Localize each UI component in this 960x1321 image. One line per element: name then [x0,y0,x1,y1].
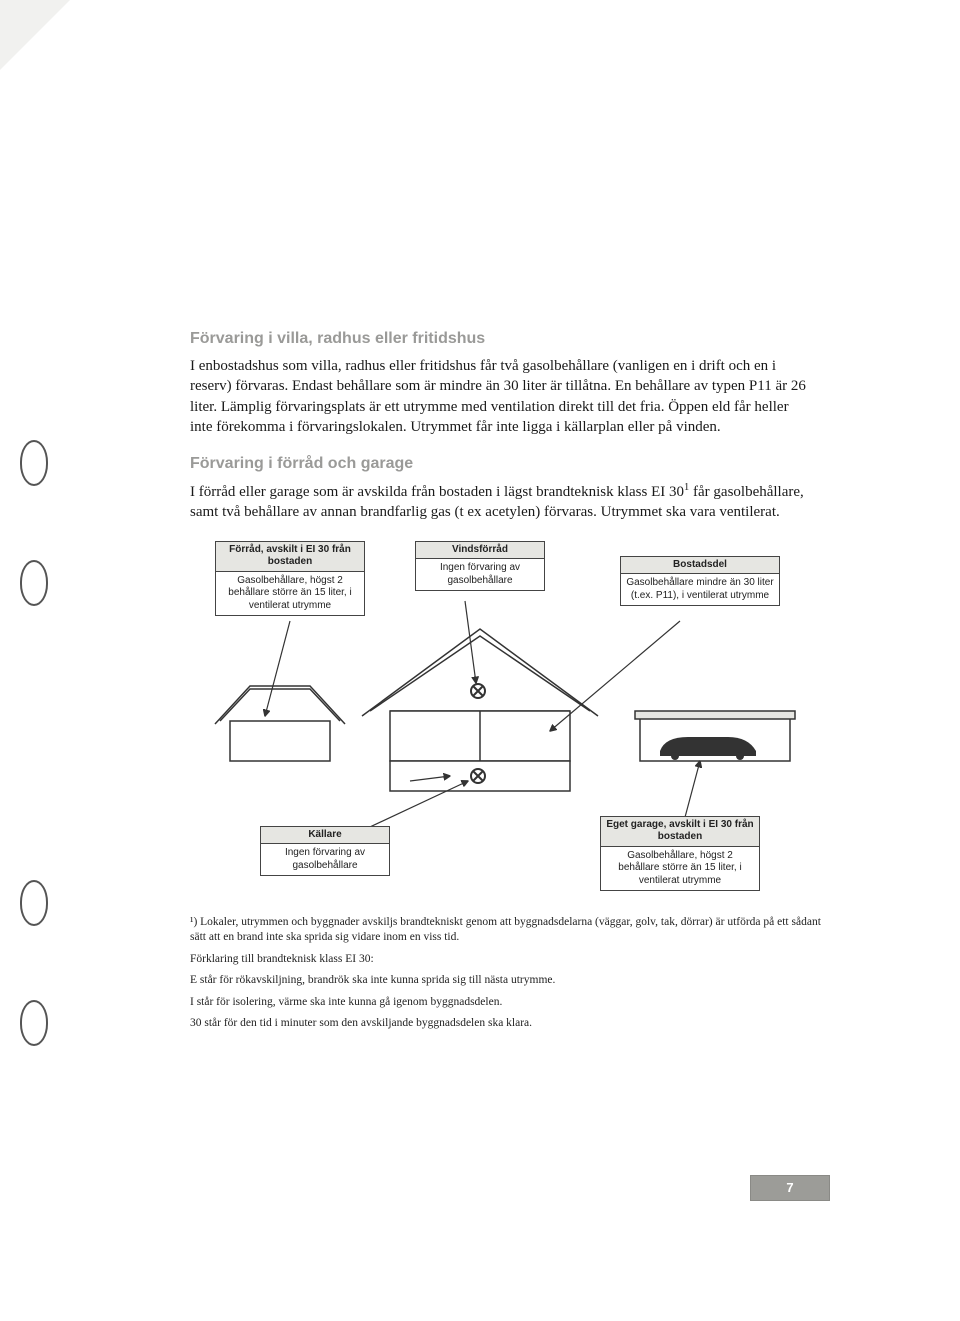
label-body: Ingen förvaring av gasolbehållare [285,847,365,871]
label-title: Vindsförråd [416,542,544,560]
section-heading: Förvaring i villa, radhus eller fritidsh… [190,330,810,348]
diagram-label-vind: Vindsförråd Ingen förvaring av gasolbehå… [415,541,545,592]
label-title: Källare [261,827,389,845]
body-text: I förråd eller garage som är avskilda fr… [190,484,684,500]
label-title: Förråd, avskilt i EI 30 från bostaden [216,542,364,572]
footnotes: ¹) Lokaler, utrymmen och byggnader avski… [190,915,830,1032]
footnote-line: ¹) Lokaler, utrymmen och byggnader avski… [190,915,830,946]
page-number-badge: 7 [750,1175,830,1201]
footnote-line: 30 står för den tid i minuter som den av… [190,1016,830,1032]
label-title: Eget garage, avskilt i EI 30 från bostad… [601,817,759,847]
storage-diagram: Förråd, avskilt i EI 30 från bostaden Ga… [190,541,810,901]
page-fold-corner [0,0,70,70]
diagram-label-garage: Eget garage, avskilt i EI 30 från bostad… [600,816,760,892]
footnote-line: I står för isolering, värme ska inte kun… [190,995,830,1011]
diagram-label-bostad: Bostadsdel Gasolbehållare mindre än 30 l… [620,556,780,607]
diagram-label-forrad: Förråd, avskilt i EI 30 från bostaden Ga… [215,541,365,617]
section-body: I enbostadshus som villa, radhus eller f… [190,356,810,437]
punch-hole [20,880,48,926]
label-body: Ingen förvaring av gasolbehållare [440,562,520,586]
section-body: I förråd eller garage som är avskilda fr… [190,481,810,523]
punch-hole [20,1000,48,1046]
label-body: Gasolbehållare mindre än 30 liter (t.ex.… [626,577,773,601]
punch-hole [20,560,48,606]
label-body: Gasolbehållare, högst 2 behållare större… [618,850,741,886]
footnote-line: E står för rökavskiljning, brandrök ska … [190,973,830,989]
page-content: Förvaring i villa, radhus eller fritidsh… [190,330,810,1038]
footnote-line: Förklaring till brandteknisk klass EI 30… [190,952,830,968]
label-title: Bostadsdel [621,557,779,575]
section-heading: Förvaring i förråd och garage [190,455,810,473]
punch-hole [20,440,48,486]
scanned-page: Förvaring i villa, radhus eller fritidsh… [0,0,960,1321]
diagram-label-kallare: Källare Ingen förvaring av gasolbehållar… [260,826,390,877]
label-body: Gasolbehållare, högst 2 behållare större… [228,575,351,611]
